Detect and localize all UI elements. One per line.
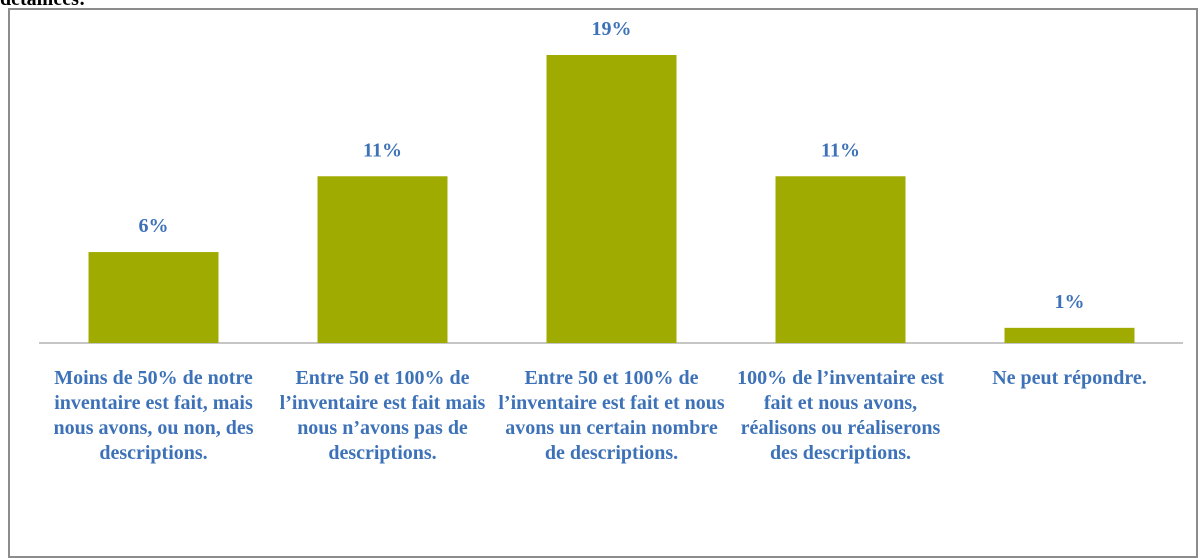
value-label: 1% bbox=[1055, 291, 1085, 313]
bar bbox=[1004, 327, 1135, 343]
bar bbox=[317, 176, 448, 343]
value-label: 11% bbox=[821, 139, 860, 161]
category-label: 100% de l’inventaire est fait et nous av… bbox=[737, 367, 944, 464]
category-label: Moins de 50% de notre inventaire est fai… bbox=[53, 367, 254, 464]
bar bbox=[546, 55, 677, 343]
value-label: 11% bbox=[363, 139, 402, 161]
category-label: Entre 50 et 100% de l’inventaire est fai… bbox=[498, 367, 725, 464]
value-label: 19% bbox=[592, 18, 632, 40]
bar bbox=[88, 252, 219, 343]
value-label: 6% bbox=[139, 215, 169, 237]
heading: détaillées: bbox=[0, 0, 86, 11]
category-label: Ne peut répondre. bbox=[992, 367, 1147, 389]
bar bbox=[775, 176, 906, 343]
category-label: Entre 50 et 100% de l’inventaire est fai… bbox=[279, 367, 486, 464]
